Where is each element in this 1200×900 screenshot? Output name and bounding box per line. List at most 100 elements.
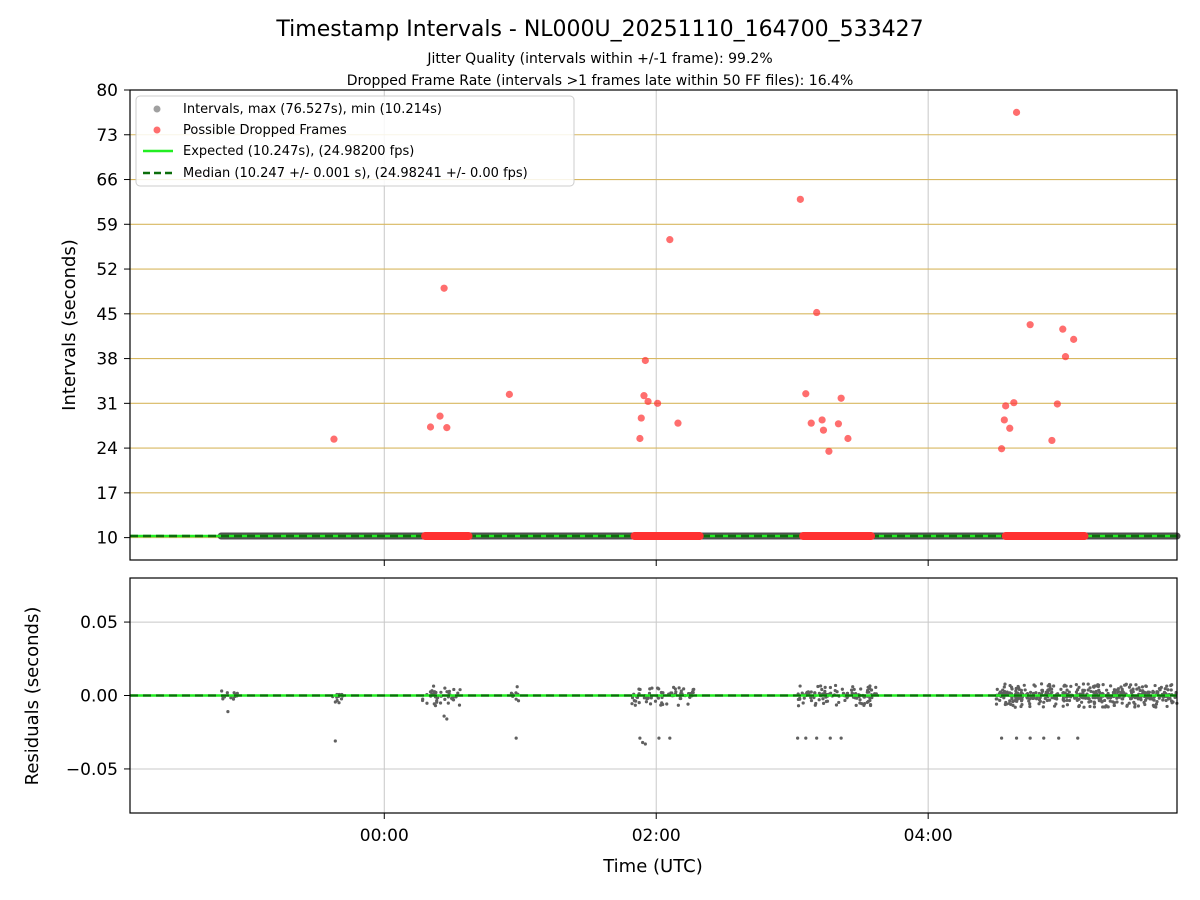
- residual-point: [647, 691, 652, 695]
- legend-label-dropped: Possible Dropped Frames: [183, 123, 347, 138]
- residual-point: [1136, 704, 1140, 708]
- residual-point: [1120, 697, 1124, 701]
- dropped-frame-point: [796, 195, 804, 203]
- dropped-frame-point: [1048, 436, 1056, 445]
- residual-point: [1096, 696, 1100, 700]
- x-tick-label: 04:00: [904, 826, 953, 846]
- residual-point: [1010, 697, 1014, 701]
- residual-point: [1169, 688, 1173, 692]
- residual-point: [843, 698, 847, 703]
- residual-point: [1001, 688, 1005, 692]
- residual-point: [1169, 683, 1173, 688]
- residual-point: [1042, 700, 1046, 704]
- residual-point: [1034, 691, 1038, 695]
- dropped-frame-point: [644, 397, 652, 406]
- residual-point: [1133, 705, 1137, 709]
- residual-point: [1038, 699, 1042, 703]
- residual-point: [677, 686, 681, 690]
- residual-point: [1112, 703, 1116, 708]
- dropped-frame-point: [636, 434, 644, 443]
- dropped-frame-point: [807, 419, 815, 427]
- residual-point: [225, 691, 229, 695]
- dropped-frame-point: [1070, 335, 1078, 343]
- residual-point: [1061, 698, 1065, 702]
- residual-point: [858, 698, 862, 702]
- dropped-frame-point: [844, 434, 852, 443]
- residual-point: [1088, 686, 1092, 690]
- legend-marker-intervals: [153, 105, 161, 113]
- residual-point: [515, 685, 519, 689]
- residual-point: [679, 696, 683, 701]
- residual-point: [432, 702, 436, 706]
- residual-point: [1045, 690, 1050, 695]
- residual-point: [656, 696, 661, 700]
- residual-outlier-point: [804, 736, 808, 740]
- residual-point: [1165, 684, 1169, 688]
- dropped-frame-point: [330, 435, 338, 443]
- residual-point: [1116, 690, 1120, 694]
- dropped-frame-point: [825, 447, 833, 455]
- residual-point: [438, 701, 443, 705]
- dropped-frame-point: [1059, 325, 1067, 333]
- residual-point: [1086, 696, 1091, 700]
- residual-point: [443, 686, 447, 690]
- residual-point: [646, 696, 650, 700]
- residual-point: [833, 683, 838, 688]
- residual-outlier-point: [839, 736, 843, 740]
- residual-point: [1129, 683, 1133, 687]
- residual-point: [516, 699, 521, 703]
- dropped-frame-point: [637, 414, 645, 422]
- residual-point: [1157, 696, 1161, 700]
- intervals-y-tick-label: 17: [96, 484, 118, 504]
- residual-point: [1037, 702, 1041, 706]
- residual-point: [1127, 701, 1131, 705]
- residual-outlier-point: [796, 736, 800, 740]
- residuals-y-tick-label: 0.05: [80, 613, 118, 633]
- residual-point: [1092, 685, 1096, 689]
- residual-point: [998, 698, 1002, 702]
- residual-point: [1171, 700, 1175, 704]
- residual-point: [435, 700, 439, 704]
- residual-point: [1154, 702, 1159, 706]
- residual-point: [852, 687, 856, 692]
- residual-point: [1047, 698, 1052, 702]
- residual-point: [430, 689, 434, 693]
- chart-subtitle-jitter: Jitter Quality (intervals within +/-1 fr…: [426, 51, 772, 67]
- residual-point: [837, 700, 841, 705]
- residual-point: [1003, 682, 1007, 686]
- residual-point: [824, 699, 828, 704]
- residual-outlier-point: [333, 739, 337, 743]
- residual-point: [796, 704, 801, 708]
- residual-point: [1052, 684, 1056, 688]
- residual-point: [509, 691, 514, 695]
- residual-point: [420, 698, 425, 703]
- residual-point: [1008, 691, 1012, 695]
- residual-outlier-point: [1028, 736, 1032, 740]
- residual-point: [456, 691, 460, 695]
- legend-label-intervals: Intervals, max (76.527s), min (10.214s): [183, 102, 442, 117]
- residual-point: [673, 687, 677, 691]
- residual-point: [1002, 696, 1006, 700]
- x-axis-label: Time (UTC): [602, 856, 703, 877]
- residual-point: [1106, 696, 1110, 700]
- residual-point: [995, 687, 999, 691]
- residual-point: [229, 696, 233, 700]
- residual-point: [1094, 689, 1098, 694]
- residual-point: [1134, 683, 1138, 687]
- residual-point: [335, 698, 339, 703]
- residual-point: [798, 684, 802, 688]
- intervals-y-tick-label: 31: [96, 394, 118, 414]
- residual-point: [644, 700, 649, 704]
- dropped-frame-point: [436, 412, 444, 420]
- residual-outlier-point: [828, 736, 832, 740]
- dropped-frame-point: [1053, 400, 1061, 408]
- residual-point: [1039, 682, 1044, 686]
- x-tick-label: 00:00: [360, 826, 409, 846]
- intervals-y-axis-label: Intervals (seconds): [59, 239, 80, 411]
- residual-point: [674, 690, 678, 694]
- residual-point: [1152, 690, 1156, 694]
- residual-point: [868, 698, 872, 703]
- residual-point: [1111, 700, 1115, 704]
- residual-point: [1081, 682, 1086, 686]
- residual-outlier-point: [514, 736, 518, 740]
